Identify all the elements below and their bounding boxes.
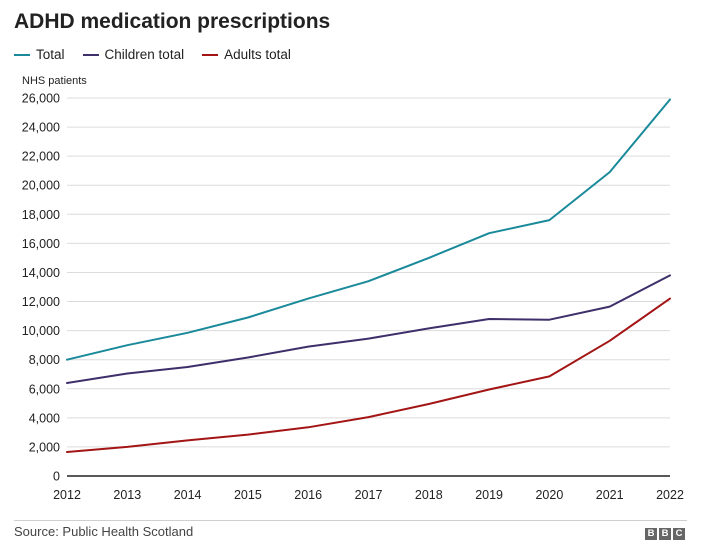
bbc-logo: B B C bbox=[645, 528, 685, 540]
x-tick-label-2018: 2018 bbox=[415, 488, 443, 502]
x-tick-label-2020: 2020 bbox=[535, 488, 563, 502]
x-tick-label-2013: 2013 bbox=[113, 488, 141, 502]
x-tick-label-2014: 2014 bbox=[174, 488, 202, 502]
legend-label-children-total: Children total bbox=[104, 47, 185, 62]
y-tick-label-24000: 24,000 bbox=[22, 121, 60, 135]
footer-divider bbox=[14, 520, 687, 521]
series-line-children-total bbox=[66, 274, 671, 384]
series-line-total bbox=[66, 98, 671, 361]
y-tick-label-14000: 14,000 bbox=[22, 266, 60, 280]
legend-item-total: Total bbox=[14, 47, 65, 62]
bbc-logo-letter-1: B bbox=[645, 528, 657, 540]
legend-label-total: Total bbox=[36, 47, 65, 62]
legend-swatch-total bbox=[14, 53, 30, 56]
legend: Total Children total Adults total bbox=[14, 47, 291, 62]
y-tick-label-16000: 16,000 bbox=[22, 237, 60, 251]
legend-item-adults-total: Adults total bbox=[202, 47, 291, 62]
legend-item-children-total: Children total bbox=[82, 47, 185, 62]
bbc-logo-letter-3: C bbox=[673, 528, 685, 540]
y-tick-label-10000: 10,000 bbox=[22, 324, 60, 338]
y-tick-label-4000: 4,000 bbox=[29, 411, 60, 425]
y-axis-label: NHS patients bbox=[22, 75, 87, 87]
x-tick-label-2016: 2016 bbox=[294, 488, 322, 502]
y-tick-label-18000: 18,000 bbox=[22, 208, 60, 222]
y-tick-label-0: 0 bbox=[53, 470, 60, 484]
y-tick-label-22000: 22,000 bbox=[22, 150, 60, 164]
y-tick-label-12000: 12,000 bbox=[22, 295, 60, 309]
legend-label-adults-total: Adults total bbox=[224, 47, 291, 62]
y-tick-label-26000: 26,000 bbox=[22, 92, 60, 106]
x-tick-label-2021: 2021 bbox=[596, 488, 624, 502]
legend-swatch-children-total bbox=[82, 53, 99, 56]
chart-title: ADHD medication prescriptions bbox=[14, 10, 331, 33]
x-tick-label-2019: 2019 bbox=[475, 488, 503, 502]
legend-swatch-adults-total bbox=[202, 53, 219, 56]
y-tick-label-6000: 6,000 bbox=[29, 382, 60, 396]
x-tick-label-2017: 2017 bbox=[355, 488, 383, 502]
source-note: Source: Public Health Scotland bbox=[14, 524, 194, 539]
bbc-logo-letter-2: B bbox=[659, 528, 671, 540]
x-tick-label-2012: 2012 bbox=[53, 488, 81, 502]
y-tick-label-20000: 20,000 bbox=[22, 179, 60, 193]
x-tick-label-2022: 2022 bbox=[656, 488, 684, 502]
y-tick-label-2000: 2,000 bbox=[29, 440, 60, 454]
series-line-adults-total bbox=[66, 297, 671, 453]
y-tick-label-8000: 8,000 bbox=[29, 353, 60, 367]
x-tick-label-2015: 2015 bbox=[234, 488, 262, 502]
